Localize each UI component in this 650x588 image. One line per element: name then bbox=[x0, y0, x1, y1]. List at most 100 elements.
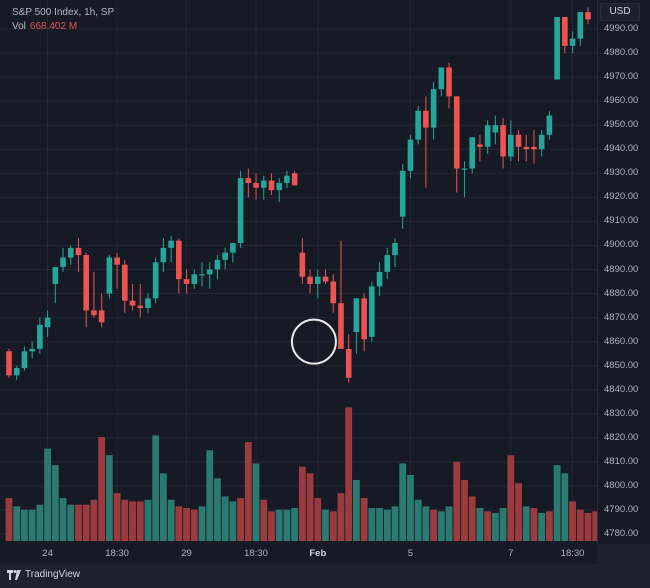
price-tick-label: 4830.00 bbox=[604, 407, 639, 419]
candle-body bbox=[237, 178, 244, 244]
candle-body bbox=[83, 255, 89, 311]
time-tick-label: 18:30 bbox=[560, 548, 585, 559]
volume-bar bbox=[322, 509, 329, 541]
volume-bar bbox=[98, 437, 106, 541]
candle-body bbox=[67, 247, 74, 258]
candle-body bbox=[531, 146, 537, 150]
volume-bar bbox=[422, 506, 430, 541]
volume-bar bbox=[576, 509, 584, 541]
volume-bar bbox=[561, 473, 569, 541]
volume-bar bbox=[376, 508, 383, 541]
volume-bar bbox=[229, 501, 237, 541]
volume-bar bbox=[105, 455, 113, 541]
volume-bar bbox=[44, 448, 51, 541]
candle-body bbox=[407, 139, 414, 171]
candle-body bbox=[446, 67, 452, 97]
candle-body bbox=[315, 276, 321, 284]
candle-body bbox=[91, 310, 97, 316]
time-tick-label: Feb bbox=[309, 548, 327, 559]
currency-badge[interactable]: USD bbox=[600, 3, 640, 21]
volume-bar bbox=[298, 466, 306, 541]
volume-bar bbox=[337, 493, 345, 541]
candle-body bbox=[21, 351, 28, 369]
candle-body bbox=[399, 170, 406, 217]
time-tick-label: 18:30 bbox=[244, 548, 268, 559]
time-tick-label: 18:30 bbox=[105, 548, 129, 559]
price-tick-label: 4860.00 bbox=[604, 335, 639, 347]
candle-body bbox=[369, 286, 375, 337]
volume-bar bbox=[491, 512, 499, 541]
footer bbox=[0, 564, 650, 588]
volume-bar bbox=[345, 407, 353, 541]
price-tick-label: 4930.00 bbox=[604, 167, 639, 179]
volume-bar bbox=[360, 498, 368, 541]
time-axis[interactable] bbox=[0, 544, 597, 564]
volume-bar bbox=[468, 496, 476, 541]
candle-body bbox=[330, 281, 337, 304]
candle-body bbox=[322, 276, 329, 282]
candle-body bbox=[546, 115, 553, 135]
volume-bar bbox=[67, 504, 75, 541]
volume-bar bbox=[51, 465, 59, 541]
volume-bar bbox=[553, 465, 561, 541]
volume-label: Vol bbox=[12, 21, 26, 32]
volume-bar bbox=[499, 508, 507, 541]
volume-bar bbox=[399, 463, 407, 541]
volume-bar bbox=[306, 473, 314, 541]
tradingview-brand[interactable]: TradingView bbox=[7, 569, 80, 580]
candle-body bbox=[384, 255, 391, 272]
price-tick-label: 4940.00 bbox=[604, 143, 639, 155]
volume-bar bbox=[584, 512, 592, 541]
candle-body bbox=[137, 305, 144, 308]
candle-body bbox=[477, 144, 483, 147]
candle-body bbox=[106, 257, 113, 294]
candle-body bbox=[129, 300, 136, 306]
price-tick-label: 4900.00 bbox=[604, 239, 639, 251]
price-axis[interactable] bbox=[597, 0, 650, 544]
volume-bar bbox=[152, 435, 160, 541]
candle-body bbox=[245, 178, 252, 183]
volume-bar bbox=[113, 493, 121, 541]
volume-bar bbox=[36, 504, 44, 541]
candle-body bbox=[122, 264, 128, 301]
candle-body bbox=[453, 96, 460, 169]
candle-body bbox=[307, 276, 313, 284]
volume-bar bbox=[430, 509, 437, 541]
volume-bar bbox=[206, 450, 214, 541]
time-tick-label: 7 bbox=[508, 548, 514, 559]
candlestick-chart[interactable] bbox=[0, 0, 597, 544]
candle-body bbox=[75, 247, 82, 256]
volume-bar bbox=[214, 478, 221, 541]
volume-bar bbox=[507, 455, 515, 541]
volume-bar bbox=[90, 499, 98, 541]
candle-body bbox=[168, 240, 174, 248]
candle-body bbox=[160, 247, 167, 263]
price-tick-label: 4800.00 bbox=[604, 479, 639, 491]
candle-body bbox=[98, 310, 105, 323]
volume-bar bbox=[167, 499, 175, 541]
volume-bar bbox=[136, 501, 144, 541]
symbol-title[interactable]: S&P 500 Index, 1h, SP bbox=[12, 7, 115, 18]
volume-bar bbox=[484, 511, 492, 541]
volume-bar bbox=[391, 506, 399, 541]
candle-body bbox=[508, 134, 514, 157]
annotation-circle bbox=[290, 318, 337, 365]
candle-body bbox=[183, 279, 190, 284]
volume-bar bbox=[198, 506, 206, 541]
volume-bar bbox=[237, 498, 244, 541]
candle-body bbox=[562, 16, 568, 46]
volume-bar bbox=[283, 509, 291, 541]
candle-body bbox=[461, 168, 468, 170]
candle-body bbox=[253, 182, 259, 188]
volume-bar bbox=[244, 442, 252, 541]
price-tick-label: 4840.00 bbox=[604, 383, 639, 395]
candle-body bbox=[345, 348, 352, 378]
price-tick-label: 4910.00 bbox=[604, 215, 639, 227]
candle-body bbox=[469, 137, 475, 169]
volume-bar bbox=[530, 508, 538, 541]
volume-bar bbox=[28, 509, 36, 541]
volume-value: 668.402 M bbox=[29, 21, 78, 32]
price-tick-label: 4950.00 bbox=[604, 119, 639, 131]
volume-bar bbox=[437, 511, 445, 541]
price-tick-label: 4880.00 bbox=[604, 287, 639, 299]
